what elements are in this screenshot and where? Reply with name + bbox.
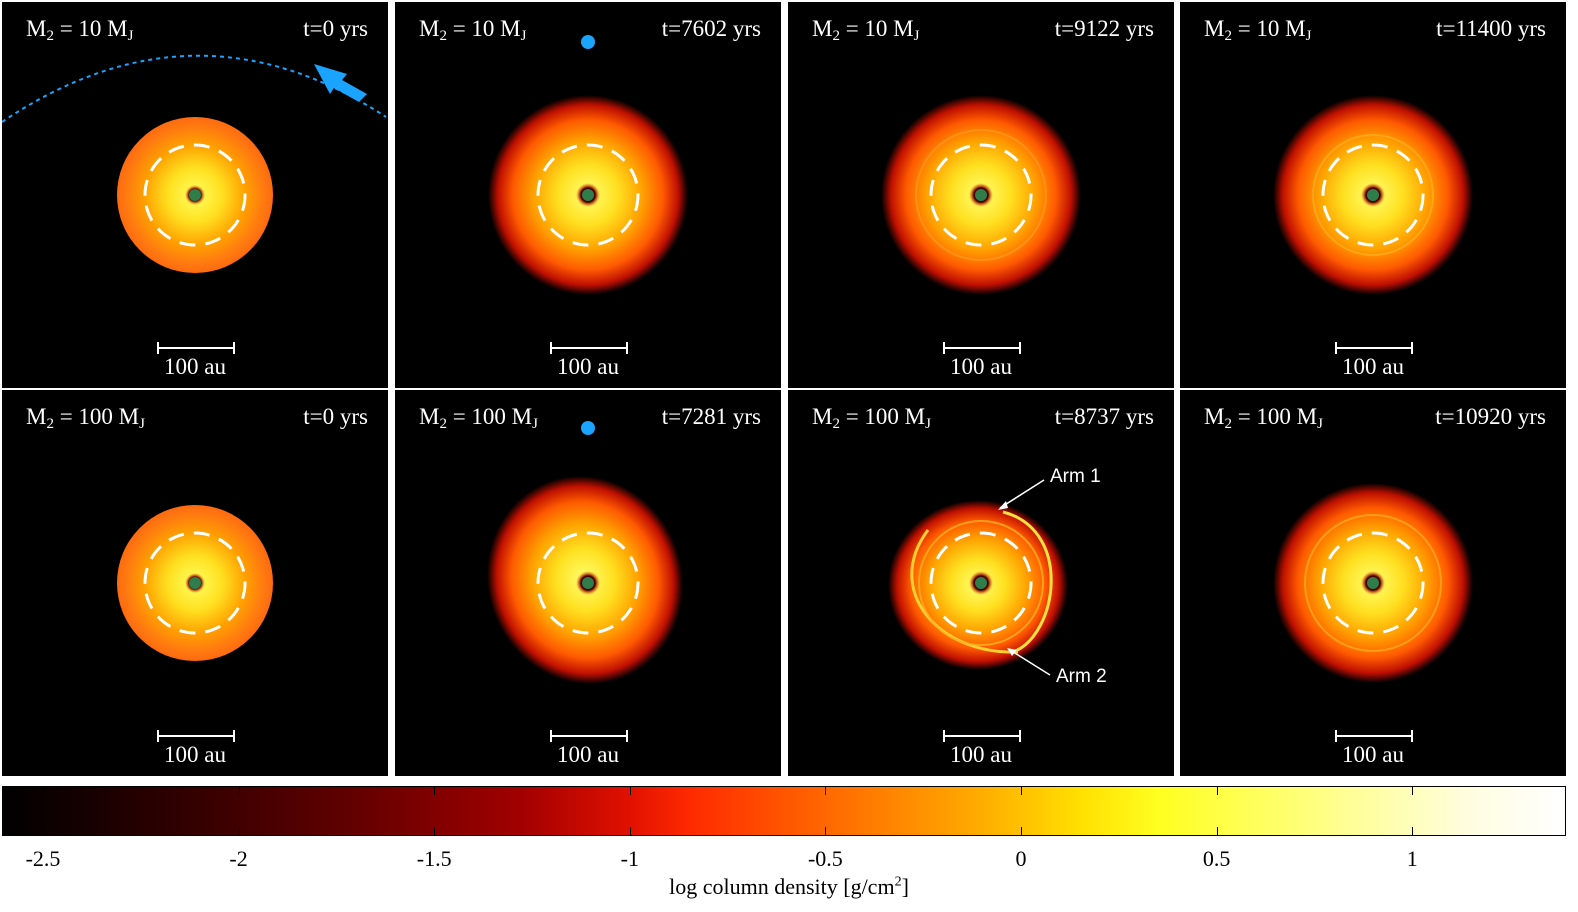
panel-m10-t9122: M2 = 10 MJ t=9122 yrs 100 au (788, 2, 1174, 388)
scale-bar (157, 342, 235, 354)
mass-label: M2 = 10 MJ (26, 16, 134, 44)
perturber-marker (581, 421, 595, 435)
perturber-marker (581, 35, 595, 49)
time-label: t=0 yrs (303, 16, 368, 41)
spiral-arm-2 (910, 529, 1019, 654)
colorbar-tick (1021, 787, 1022, 795)
star-marker (1367, 189, 1379, 201)
colorbar-tick (1412, 787, 1414, 795)
dashed-ring (929, 143, 1033, 247)
star-marker (1367, 577, 1379, 589)
panel-m100-t7281: M2 = 100 MJ t=7281 yrs 100 au (395, 390, 781, 776)
colorbar-tick (1021, 827, 1022, 835)
panel-m100-t0: M2 = 100 MJ t=0 yrs 100 au (2, 390, 388, 776)
arrow-icon (314, 64, 367, 102)
scale-bar (550, 730, 628, 742)
colorbar-tick-label: -2 (229, 846, 248, 871)
time-label: t=11400 yrs (1436, 16, 1546, 41)
time-label: t=8737 yrs (1054, 404, 1154, 429)
disk-image (2, 54, 387, 273)
mass-label: M2 = 100 MJ (1204, 404, 1323, 432)
disk-image (1273, 483, 1473, 683)
scale-label: 100 au (164, 742, 226, 767)
dashed-ring (143, 143, 247, 247)
colorbar-tick (825, 827, 827, 835)
arm-2-label: Arm 2 (1056, 666, 1107, 687)
star-marker (975, 189, 987, 201)
colorbar-tick (238, 787, 240, 795)
mass-label: M2 = 10 MJ (812, 16, 920, 44)
scale-bar (1335, 730, 1413, 742)
scale-bar (943, 342, 1021, 354)
disk-image (1273, 95, 1473, 295)
disk-image (117, 505, 273, 661)
colorbar-tick-label: -0.5 (807, 846, 843, 871)
colorbar-tick (629, 787, 631, 795)
dashed-ring (536, 531, 640, 635)
star-marker (582, 577, 594, 589)
colorbar-tick (238, 827, 240, 835)
disk-image (888, 479, 1068, 676)
dashed-ring (143, 531, 247, 635)
time-label: t=0 yrs (303, 404, 368, 429)
panel-m100-t8737: Arm 1 Arm 2 M2 = 100 MJ t=8737 yrs 100 a… (788, 390, 1174, 776)
mass-label: M2 = 10 MJ (1204, 16, 1312, 44)
colorbar-title: log column density [g/cm2] (669, 874, 909, 899)
scale-bar (943, 730, 1021, 742)
scale-bar (550, 342, 628, 354)
scale-label: 100 au (1342, 354, 1404, 379)
scale-label: 100 au (950, 742, 1012, 767)
scale-bar (157, 730, 235, 742)
dashed-ring (1321, 531, 1425, 635)
colorbar-tick (434, 787, 436, 795)
time-label: t=7602 yrs (661, 16, 761, 41)
dashed-ring (929, 531, 1033, 635)
time-label: t=10920 yrs (1435, 404, 1546, 429)
disk-image (487, 421, 683, 685)
spiral-arm-1 (1002, 510, 1053, 654)
time-label: t=7281 yrs (661, 404, 761, 429)
colorbar-tick (825, 787, 827, 795)
scale-bar (1335, 342, 1413, 354)
mass-label: M2 = 100 MJ (419, 404, 538, 432)
panel-m100-t10920: M2 = 100 MJ t=10920 yrs 100 au (1180, 390, 1566, 776)
colorbar-tick (1216, 827, 1218, 835)
star-marker (189, 189, 201, 201)
panel-m10-t7602: M2 = 10 MJ t=7602 yrs 100 au (395, 2, 781, 388)
colorbar (2, 786, 1566, 836)
arm-2-pointer (1009, 649, 1051, 676)
arm-1-pointer (999, 479, 1045, 509)
panel-m10-t11400: M2 = 10 MJ t=11400 yrs 100 au (1180, 2, 1566, 388)
colorbar-tick-label: 0 (1015, 846, 1027, 871)
scale-label: 100 au (164, 354, 226, 379)
colorbar-tick (1216, 787, 1218, 795)
colorbar-tick-label: -2.5 (25, 846, 61, 871)
dashed-ring (1321, 143, 1425, 247)
colorbar-tick (43, 827, 44, 835)
colorbar-tick-label: 1 (1406, 846, 1418, 871)
colorbar-tick-label: -1 (620, 846, 639, 871)
colorbar-tick (434, 827, 436, 835)
scale-label: 100 au (950, 354, 1012, 379)
disk-image (881, 95, 1081, 295)
scale-label: 100 au (1342, 742, 1404, 767)
colorbar-tick (1412, 827, 1414, 835)
panel-m10-t0: M2 = 10 MJ t=0 yrs 100 au (2, 2, 388, 388)
colorbar-tick (43, 787, 44, 795)
colorbar-tick-label: 0.5 (1202, 846, 1231, 871)
star-marker (975, 577, 987, 589)
dashed-ring (536, 143, 640, 247)
scale-label: 100 au (557, 354, 619, 379)
colorbar-tick (629, 827, 631, 835)
mass-label: M2 = 100 MJ (812, 404, 931, 432)
arm-1-label: Arm 1 (1050, 466, 1101, 487)
star-marker (582, 189, 594, 201)
scale-label: 100 au (557, 742, 619, 767)
mass-label: M2 = 100 MJ (26, 404, 145, 432)
disk-image (488, 35, 688, 295)
mass-label: M2 = 10 MJ (419, 16, 527, 44)
time-label: t=9122 yrs (1054, 16, 1154, 41)
colorbar-tick-label: -1.5 (416, 846, 452, 871)
star-marker (189, 577, 201, 589)
